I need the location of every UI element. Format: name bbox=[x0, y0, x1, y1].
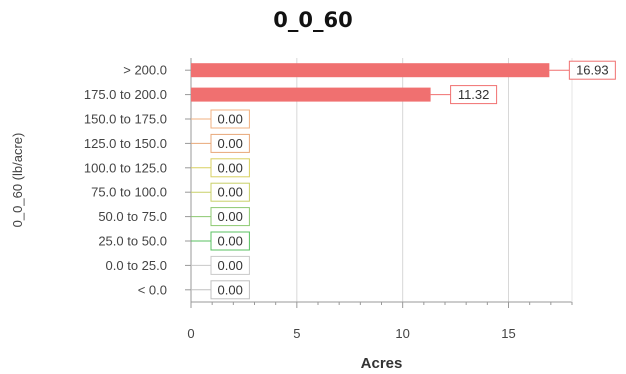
y-tick-label: 0.0 to 25.0 bbox=[106, 258, 167, 273]
y-tick-label: 150.0 to 175.0 bbox=[84, 112, 167, 127]
y-tick-label: 50.0 to 75.0 bbox=[98, 209, 167, 224]
data-label-box bbox=[210, 231, 250, 251]
data-label: 0.00 bbox=[218, 282, 243, 297]
data-label: 16.93 bbox=[576, 63, 609, 78]
axes: 0 5 10 15 > 200.0 175.0 to 200.0 150.0 to 175.… bbox=[84, 58, 573, 341]
x-tick-label: 15 bbox=[501, 326, 515, 341]
data-label: 11.32 bbox=[458, 87, 490, 102]
y-tick-label: > 200.0 bbox=[123, 63, 167, 78]
data-label-box bbox=[210, 280, 250, 300]
bar bbox=[191, 63, 550, 78]
bars bbox=[191, 63, 550, 102]
data-label: 0.00 bbox=[218, 234, 243, 249]
x-axis-title: Acres bbox=[361, 355, 403, 372]
y-tick-label: < 0.0 bbox=[138, 282, 167, 297]
chart-title: 0_0_60 bbox=[273, 8, 353, 32]
data-label: 0.00 bbox=[218, 112, 243, 127]
x-tick-label: 5 bbox=[293, 326, 300, 341]
bar bbox=[191, 87, 431, 102]
data-label-box bbox=[210, 133, 250, 153]
data-label-box bbox=[210, 182, 250, 202]
y-tick-label: 25.0 to 50.0 bbox=[98, 234, 167, 249]
y-tick-label: 75.0 to 100.0 bbox=[91, 185, 167, 200]
data-label: 0.00 bbox=[218, 160, 243, 175]
y-tick-label: 100.0 to 125.0 bbox=[84, 160, 167, 175]
data-label: 0.00 bbox=[218, 258, 243, 273]
data-label-box bbox=[210, 207, 250, 227]
y-tick-label: 125.0 to 150.0 bbox=[84, 136, 167, 151]
data-label: 0.00 bbox=[218, 209, 243, 224]
data-label-box bbox=[210, 109, 250, 129]
x-tick-label: 0 bbox=[187, 326, 194, 341]
data-label-box bbox=[450, 85, 498, 105]
y-axis-title: 0_0_60 (lb/acre) bbox=[10, 133, 25, 228]
data-label-box bbox=[210, 255, 250, 275]
x-tick-label: 10 bbox=[395, 326, 409, 341]
data-label-box bbox=[568, 60, 616, 80]
y-tick-label: 175.0 to 200.0 bbox=[84, 87, 167, 102]
data-label: 0.00 bbox=[218, 185, 243, 200]
data-label: 0.00 bbox=[218, 136, 243, 151]
data-label-box bbox=[210, 158, 250, 178]
data-labels: 16.93 11.32 0.00 0.00 0.00 0.00 0.00 0.00 0.00 0.… bbox=[191, 60, 616, 300]
